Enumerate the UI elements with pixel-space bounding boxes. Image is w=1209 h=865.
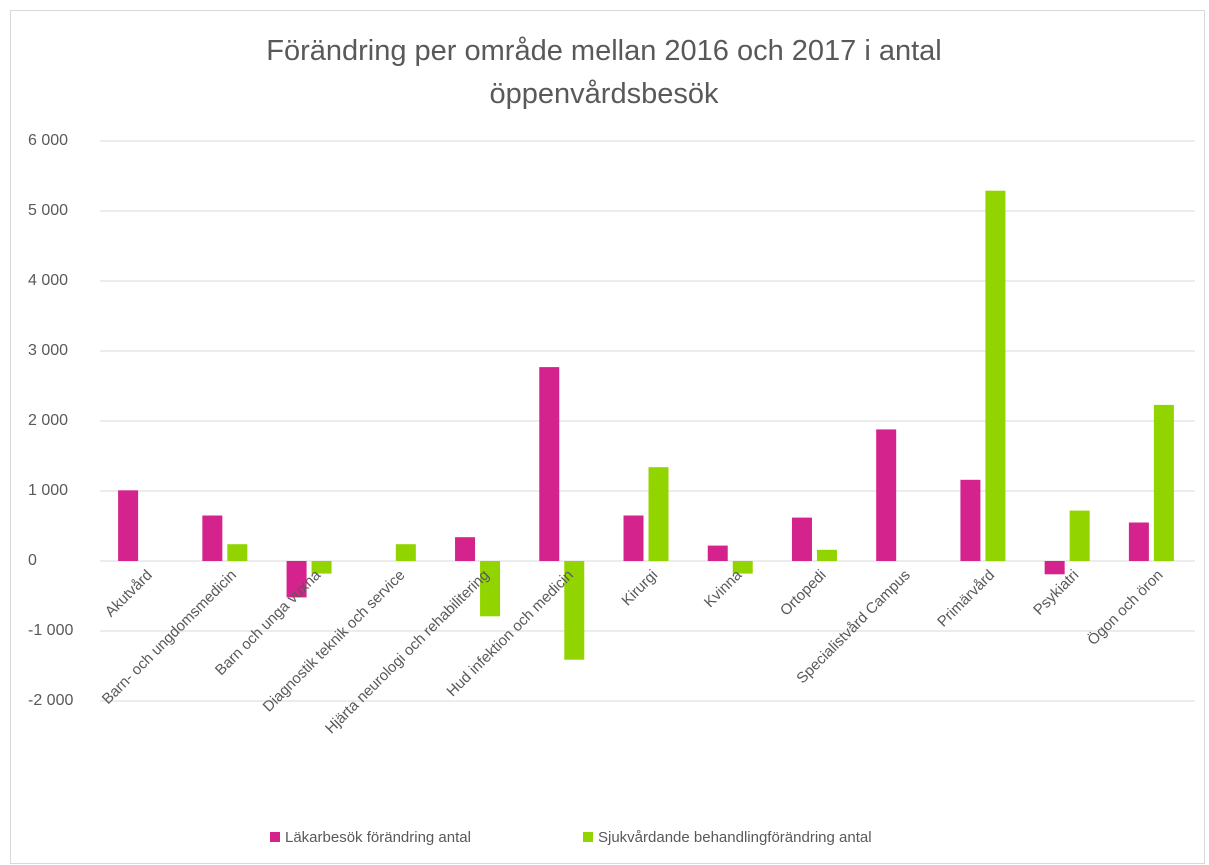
y-tick-label: 1 000 bbox=[28, 482, 68, 499]
bar bbox=[960, 479, 981, 561]
bar bbox=[118, 490, 139, 561]
bar bbox=[311, 561, 332, 574]
bar bbox=[227, 544, 248, 561]
bar bbox=[1153, 404, 1174, 561]
bar bbox=[539, 367, 560, 561]
bar bbox=[876, 429, 897, 561]
bar bbox=[1044, 561, 1065, 575]
y-tick-label: 0 bbox=[28, 552, 37, 569]
y-tick-label: 3 000 bbox=[28, 342, 68, 359]
bar bbox=[707, 545, 728, 561]
y-tick-label: 5 000 bbox=[28, 202, 68, 219]
y-tick-label: 6 000 bbox=[28, 132, 68, 149]
bar bbox=[1069, 510, 1090, 561]
legend-label: Läkarbesök förändring antal bbox=[285, 829, 471, 846]
bar bbox=[564, 561, 585, 660]
bar bbox=[395, 544, 416, 561]
y-tick-label: 4 000 bbox=[28, 272, 68, 289]
chart-border bbox=[10, 10, 1205, 864]
legend-swatch bbox=[583, 832, 593, 842]
bar bbox=[286, 561, 307, 598]
bar bbox=[816, 549, 837, 561]
bar bbox=[455, 537, 476, 561]
bar bbox=[480, 561, 501, 617]
bar bbox=[791, 517, 812, 561]
bar bbox=[202, 515, 223, 561]
bar bbox=[985, 190, 1006, 561]
bar bbox=[623, 515, 644, 561]
y-tick-label: -2 000 bbox=[28, 692, 73, 709]
y-tick-label: 2 000 bbox=[28, 412, 68, 429]
bar bbox=[648, 467, 669, 561]
legend-swatch bbox=[270, 832, 280, 842]
y-tick-label: -1 000 bbox=[28, 622, 73, 639]
chart-title: Förändring per område mellan 2016 och 20… bbox=[266, 35, 942, 110]
bar bbox=[1128, 522, 1149, 561]
legend-label: Sjukvårdande behandlingförändring antal bbox=[598, 829, 872, 846]
bar bbox=[732, 561, 753, 574]
